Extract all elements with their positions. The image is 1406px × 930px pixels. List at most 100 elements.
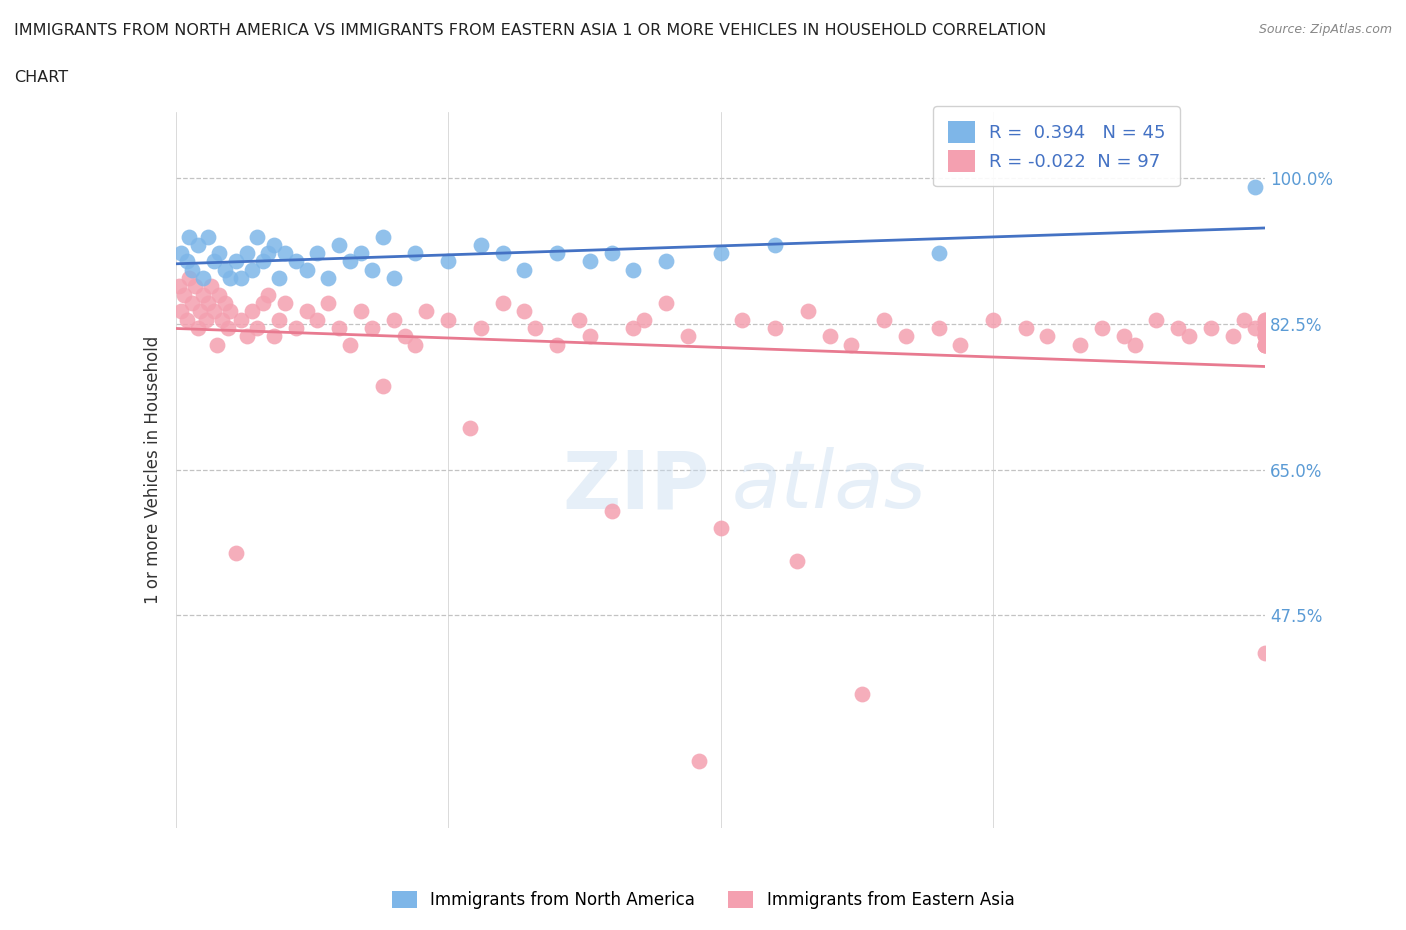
Point — [240, 304, 263, 319]
Point — [371, 229, 394, 244]
Point — [492, 246, 515, 260]
Point — [235, 329, 257, 344]
Point — [1178, 329, 1201, 344]
Point — [219, 304, 242, 319]
Point — [240, 262, 263, 277]
Point — [318, 271, 340, 286]
Point — [197, 296, 219, 311]
Point — [1254, 338, 1277, 352]
Point — [225, 546, 247, 561]
Point — [173, 287, 195, 302]
Point — [328, 321, 350, 336]
Point — [217, 321, 239, 336]
Point — [546, 338, 568, 352]
Point — [184, 279, 207, 294]
Point — [339, 254, 361, 269]
Point — [284, 321, 307, 336]
Point — [307, 246, 329, 260]
Point — [470, 321, 492, 336]
Point — [1254, 321, 1277, 336]
Point — [405, 338, 427, 352]
Point — [763, 321, 786, 336]
Point — [621, 321, 644, 336]
Point — [269, 271, 291, 286]
Point — [350, 304, 373, 319]
Point — [1254, 329, 1277, 344]
Point — [263, 329, 285, 344]
Point — [928, 321, 950, 336]
Point — [600, 504, 623, 519]
Point — [191, 287, 214, 302]
Point — [231, 312, 253, 327]
Point — [1222, 329, 1244, 344]
Point — [621, 262, 644, 277]
Point — [1036, 329, 1059, 344]
Point — [181, 262, 204, 277]
Point — [252, 296, 274, 311]
Point — [252, 254, 274, 269]
Point — [458, 420, 481, 435]
Point — [579, 329, 602, 344]
Point — [1254, 321, 1277, 336]
Point — [894, 329, 917, 344]
Point — [231, 271, 253, 286]
Point — [600, 246, 623, 260]
Text: Source: ZipAtlas.com: Source: ZipAtlas.com — [1258, 23, 1392, 36]
Point — [274, 246, 297, 260]
Point — [1254, 312, 1277, 327]
Point — [371, 379, 394, 393]
Point — [225, 254, 247, 269]
Point — [568, 312, 591, 327]
Point — [1233, 312, 1256, 327]
Point — [191, 271, 214, 286]
Point — [873, 312, 896, 327]
Point — [851, 687, 873, 702]
Point — [177, 229, 200, 244]
Point — [307, 312, 329, 327]
Point — [176, 254, 198, 269]
Point — [437, 254, 460, 269]
Text: atlas: atlas — [731, 447, 927, 525]
Point — [1091, 321, 1114, 336]
Point — [492, 296, 515, 311]
Point — [546, 246, 568, 260]
Point — [841, 338, 863, 352]
Text: CHART: CHART — [14, 70, 67, 85]
Point — [350, 246, 373, 260]
Point — [818, 329, 841, 344]
Point — [361, 321, 384, 336]
Point — [170, 304, 193, 319]
Point — [284, 254, 307, 269]
Point — [1146, 312, 1168, 327]
Point — [524, 321, 547, 336]
Point — [295, 304, 318, 319]
Y-axis label: 1 or more Vehicles in Household: 1 or more Vehicles in Household — [143, 336, 162, 604]
Point — [405, 246, 427, 260]
Point — [415, 304, 437, 319]
Point — [257, 246, 280, 260]
Point — [328, 237, 350, 252]
Point — [1123, 338, 1146, 352]
Point — [205, 338, 228, 352]
Point — [263, 237, 285, 252]
Point — [710, 246, 733, 260]
Point — [200, 279, 222, 294]
Point — [513, 262, 536, 277]
Point — [1254, 329, 1277, 344]
Point — [1254, 312, 1277, 327]
Point — [928, 246, 950, 260]
Text: IMMIGRANTS FROM NORTH AMERICA VS IMMIGRANTS FROM EASTERN ASIA 1 OR MORE VEHICLES: IMMIGRANTS FROM NORTH AMERICA VS IMMIGRA… — [14, 23, 1046, 38]
Point — [731, 312, 754, 327]
Point — [1243, 179, 1265, 194]
Point — [269, 312, 291, 327]
Point — [167, 279, 190, 294]
Point — [981, 312, 1004, 327]
Point — [1254, 338, 1277, 352]
Point — [208, 287, 231, 302]
Point — [786, 553, 808, 568]
Point — [274, 296, 297, 311]
Point — [235, 246, 257, 260]
Point — [197, 229, 219, 244]
Point — [318, 296, 340, 311]
Point — [339, 338, 361, 352]
